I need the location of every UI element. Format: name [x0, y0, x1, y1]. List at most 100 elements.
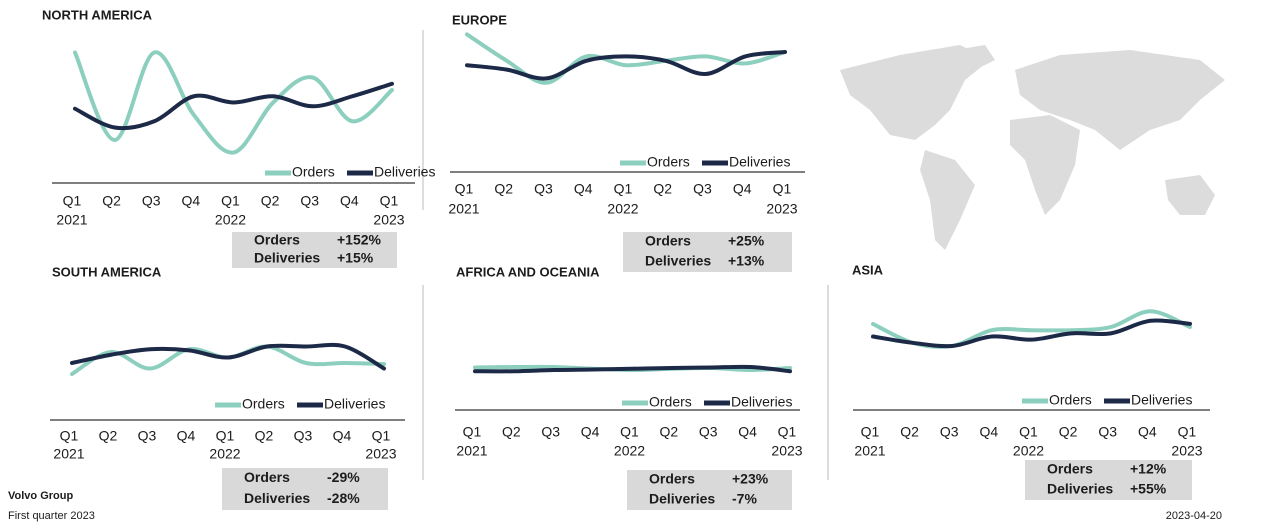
series-line	[473, 364, 792, 374]
x-tick-label: Q3	[300, 193, 319, 209]
summary-box	[627, 470, 792, 510]
summary-label: Deliveries	[645, 253, 711, 269]
x-tick-label: Q1	[463, 424, 482, 440]
legend-label: Deliveries	[1131, 392, 1192, 408]
x-year-label: 2023	[766, 201, 797, 217]
summary-value: -7%	[732, 491, 757, 507]
x-tick-label: Q1	[216, 428, 235, 444]
summary-box	[1025, 460, 1192, 500]
x-year-label: 2021	[53, 446, 84, 462]
series-line	[465, 50, 787, 81]
summary-label: Orders	[645, 233, 691, 249]
summary-value: +12%	[1130, 461, 1167, 477]
summary-label: Orders	[1047, 461, 1093, 477]
x-tick-label: Q4	[980, 424, 999, 440]
x-tick-label: Q1	[773, 181, 792, 197]
series-line	[70, 344, 386, 376]
summary-value: +25%	[728, 233, 765, 249]
chart-title: AFRICA AND OCEANIA	[456, 264, 600, 279]
legend-label: Deliveries	[729, 154, 790, 170]
x-tick-label: Q4	[177, 428, 196, 444]
summary-label: Orders	[649, 471, 695, 487]
summary-label: Orders	[254, 232, 300, 248]
x-year-label: 2021	[854, 443, 885, 459]
legend-label: Deliveries	[731, 394, 792, 410]
legend-label: Orders	[292, 164, 335, 180]
x-year-label: 2023	[373, 212, 404, 228]
summary-value: +15%	[337, 250, 374, 266]
legend-label: Orders	[242, 396, 285, 412]
summary-box	[232, 232, 397, 268]
x-tick-label: Q1	[60, 428, 79, 444]
summary-value: +23%	[732, 471, 769, 487]
x-tick-label: Q2	[653, 181, 672, 197]
x-tick-label: Q2	[900, 424, 919, 440]
x-tick-label: Q1	[778, 424, 797, 440]
x-year-label: 2021	[56, 212, 87, 228]
x-tick-label: Q1	[455, 181, 474, 197]
x-tick-label: Q1	[1019, 424, 1038, 440]
chart-title: EUROPE	[452, 12, 507, 27]
legend-label: Deliveries	[374, 164, 435, 180]
world-map	[840, 45, 1225, 250]
series-line	[871, 318, 1192, 349]
period: First quarter 2023	[8, 510, 95, 522]
company: Volvo Group	[8, 490, 73, 502]
summary-label: Deliveries	[649, 491, 715, 507]
x-year-label: 2023	[771, 443, 802, 459]
summary-value: -28%	[327, 490, 360, 506]
summary-label: Deliveries	[244, 490, 310, 506]
x-tick-label: Q4	[574, 181, 593, 197]
x-tick-label: Q1	[861, 424, 880, 440]
summary-value: +13%	[728, 253, 765, 269]
x-tick-label: Q2	[494, 181, 513, 197]
x-tick-label: Q2	[99, 428, 118, 444]
x-tick-label: Q2	[502, 424, 521, 440]
summary-value: +152%	[337, 232, 382, 248]
x-tick-label: Q1	[614, 181, 633, 197]
x-tick-label: Q1	[372, 428, 391, 444]
x-tick-label: Q4	[182, 193, 201, 209]
summary-label: Deliveries	[1047, 481, 1113, 497]
x-year-label: 2023	[365, 446, 396, 462]
x-year-label: 2023	[1171, 443, 1202, 459]
x-tick-label: Q4	[340, 193, 359, 209]
x-year-label: 2022	[209, 446, 240, 462]
x-tick-label: Q3	[534, 181, 553, 197]
chart-title: ASIA	[852, 262, 884, 277]
x-tick-label: Q1	[620, 424, 639, 440]
x-tick-label: Q1	[380, 193, 399, 209]
x-tick-label: Q2	[1059, 424, 1078, 440]
x-tick-label: Q4	[581, 424, 600, 440]
series-line	[70, 342, 386, 371]
summary-value: +55%	[1130, 481, 1167, 497]
legend-label: Orders	[649, 394, 692, 410]
x-tick-label: Q3	[142, 193, 161, 209]
x-tick-label: Q1	[1178, 424, 1197, 440]
x-tick-label: Q4	[733, 181, 752, 197]
x-tick-label: Q4	[333, 428, 352, 444]
date: 2023-04-20	[1166, 510, 1222, 522]
chart-title: SOUTH AMERICA	[52, 264, 162, 279]
x-year-label: 2021	[448, 201, 479, 217]
x-year-label: 2022	[215, 212, 246, 228]
chart-title: NORTH AMERICA	[42, 7, 153, 22]
x-tick-label: Q2	[102, 193, 121, 209]
legend-label: Orders	[647, 154, 690, 170]
x-tick-label: Q4	[738, 424, 757, 440]
x-tick-label: Q2	[261, 193, 280, 209]
x-tick-label: Q3	[1098, 424, 1117, 440]
x-year-label: 2022	[614, 443, 645, 459]
x-tick-label: Q1	[221, 193, 240, 209]
x-tick-label: Q3	[294, 428, 313, 444]
summary-box	[623, 232, 792, 272]
x-tick-label: Q3	[541, 424, 560, 440]
x-tick-label: Q3	[693, 181, 712, 197]
legend-label: Deliveries	[324, 396, 385, 412]
summary-box	[222, 468, 388, 510]
series-line	[73, 81, 394, 131]
summary-label: Orders	[244, 469, 290, 485]
x-tick-label: Q3	[699, 424, 718, 440]
x-tick-label: Q2	[660, 424, 679, 440]
